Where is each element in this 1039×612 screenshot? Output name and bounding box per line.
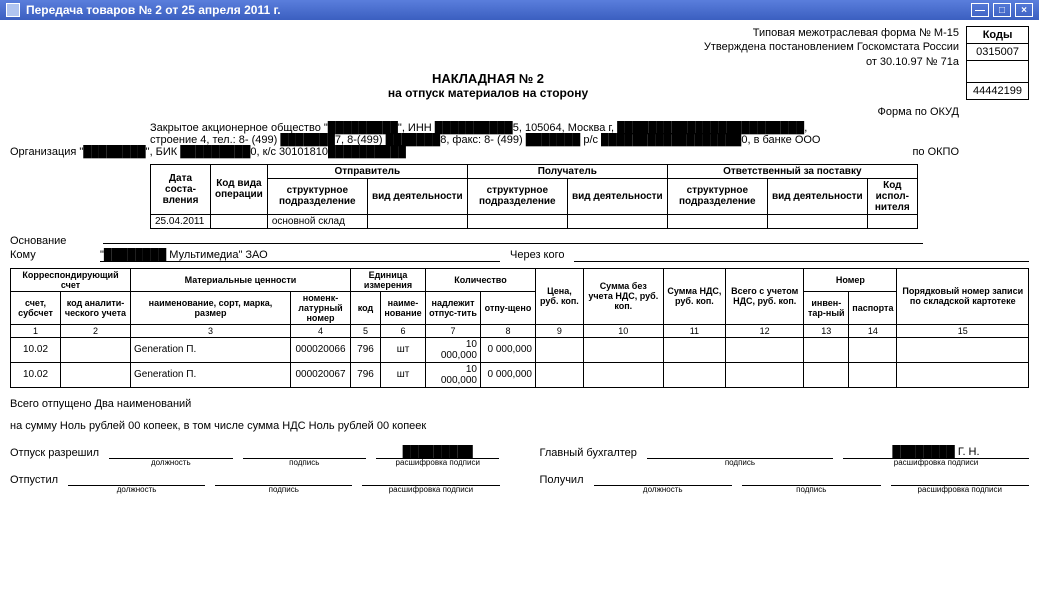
ih-corr: Корреспондирующий счет bbox=[11, 268, 131, 291]
allowed-label: Отпуск разрешил bbox=[10, 447, 99, 459]
whom-label: Кому bbox=[10, 249, 100, 262]
rel-pos: должность bbox=[68, 473, 205, 486]
v-a2 bbox=[567, 214, 667, 228]
table-row: 10.02Generation П.000020066796шт10 000,0… bbox=[11, 337, 1029, 362]
summary-released: Всего отпущено Два наименований bbox=[10, 398, 1029, 410]
allowed-pos: должность bbox=[109, 446, 232, 459]
received-label: Получил bbox=[540, 474, 584, 486]
allowed-dec: █████████расшифровка подписи bbox=[376, 446, 499, 459]
doc-subtitle: на отпуск материалов на сторону bbox=[10, 86, 1029, 100]
ih-unit: Единица измерения bbox=[351, 268, 426, 291]
ih-inv: инвен-тар-ный bbox=[804, 291, 849, 324]
form-line1: Типовая межотраслевая форма № М-15 bbox=[10, 26, 959, 40]
via-value bbox=[574, 249, 1029, 262]
meta-table: Дата соста-вления Код вида операции Отпр… bbox=[150, 164, 918, 229]
h-exec: Код испол-нителя bbox=[867, 178, 917, 214]
v-exec bbox=[867, 214, 917, 228]
codes-table: Коды 0315007 44442199 bbox=[966, 26, 1029, 100]
table-row: 10.02Generation П.000020067796шт10 000,0… bbox=[11, 362, 1029, 387]
okpo-label: по ОКПО bbox=[912, 146, 959, 158]
form-header: Типовая межотраслевая форма № М-15 Утвер… bbox=[10, 26, 959, 69]
ih-acct: счет, субсчет bbox=[11, 291, 61, 324]
v-date: 25.04.2011 bbox=[151, 214, 211, 228]
ih-vat: Сумма НДС, руб. коп. bbox=[663, 268, 725, 324]
ih-anal: код аналити-ческого учета bbox=[61, 291, 131, 324]
h-s2: структурное подразделение bbox=[467, 178, 567, 214]
chief-sig: подпись bbox=[647, 446, 833, 459]
whom-value: "████████ Мультимедиа" ЗАО bbox=[100, 249, 500, 262]
v-s2 bbox=[467, 214, 567, 228]
allowed-sig: подпись bbox=[243, 446, 366, 459]
h-sender: Отправитель bbox=[267, 164, 467, 178]
released-label: Отпустил bbox=[10, 474, 58, 486]
ih-pass: паспорта bbox=[849, 291, 897, 324]
v-s3 bbox=[667, 214, 767, 228]
h-opcode: Код вида операции bbox=[211, 164, 268, 214]
h-s3: структурное подразделение bbox=[667, 178, 767, 214]
ih-mat: Материальные ценности bbox=[131, 268, 351, 291]
v-a1 bbox=[367, 214, 467, 228]
okud-value: 0315007 bbox=[967, 44, 1029, 61]
app-icon bbox=[6, 3, 20, 17]
h-receiver: Получатель bbox=[467, 164, 667, 178]
maximize-button[interactable]: □ bbox=[993, 3, 1011, 17]
ih-sum: Сумма без учета НДС, руб. коп. bbox=[583, 268, 663, 324]
v-a3 bbox=[767, 214, 867, 228]
close-button[interactable]: × bbox=[1015, 3, 1033, 17]
rel-sig: подпись bbox=[215, 473, 352, 486]
org-label: Организация bbox=[10, 146, 76, 158]
ih-nomen: номенк-латурный номер bbox=[291, 291, 351, 324]
ih-seq: Порядковый номер записи по складской кар… bbox=[897, 268, 1029, 324]
org-line1: Закрытое акционерное общество "█████████… bbox=[150, 122, 1029, 134]
title-bar: Передача товаров № 2 от 25 апреля 2011 г… bbox=[0, 0, 1039, 20]
okpo-value: 44442199 bbox=[967, 83, 1029, 100]
ih-qty: Количество bbox=[426, 268, 536, 291]
v-opcode bbox=[211, 214, 268, 228]
recv-pos: должность bbox=[594, 473, 733, 486]
reason-value bbox=[103, 243, 923, 244]
recv-sig: подпись bbox=[742, 473, 881, 486]
ih-qrel: отпу-щено bbox=[481, 291, 536, 324]
org-line2: строение 4, тел.: 8- (499) ███████7, 8-(… bbox=[150, 134, 1029, 146]
ih-price: Цена, руб. коп. bbox=[536, 268, 584, 324]
h-a1: вид деятельности bbox=[367, 178, 467, 214]
rel-dec: расшифровка подписи bbox=[362, 473, 499, 486]
h-a3: вид деятельности bbox=[767, 178, 867, 214]
codes-empty bbox=[967, 61, 1029, 83]
recv-dec: расшифровка подписи bbox=[891, 473, 1030, 486]
ih-total: Всего с учетом НДС, руб. коп. bbox=[726, 268, 804, 324]
form-line3: от 30.10.97 № 71а bbox=[10, 55, 959, 69]
ih-qneed: надлежит отпус-тить bbox=[426, 291, 481, 324]
h-resp: Ответственный за поставку bbox=[667, 164, 917, 178]
chief-dec: ████████ Г. Н.расшифровка подписи bbox=[843, 446, 1029, 459]
okud-label: Форма по ОКУД bbox=[10, 106, 959, 118]
doc-title: НАКЛАДНАЯ № 2 bbox=[10, 71, 1029, 86]
codes-header: Коды bbox=[967, 27, 1029, 44]
h-s1: структурное подразделение bbox=[267, 178, 367, 214]
col-numbers-row: 1 2 3 4 5 6 7 8 9 10 11 12 13 14 15 bbox=[11, 324, 1029, 337]
ih-ucode: код bbox=[351, 291, 381, 324]
org-line3: "████████", БИК █████████0, к/с 30101810… bbox=[79, 146, 406, 158]
ih-uname: наиме-нование bbox=[381, 291, 426, 324]
via-label: Через кого bbox=[510, 249, 564, 262]
items-table: Корреспондирующий счет Материальные ценн… bbox=[10, 268, 1029, 388]
reason-label: Основание bbox=[10, 235, 100, 247]
form-line2: Утверждена постановлением Госкомстата Ро… bbox=[10, 40, 959, 54]
chief-label: Главный бухгалтер bbox=[540, 447, 637, 459]
minimize-button[interactable]: — bbox=[971, 3, 989, 17]
h-date: Дата соста-вления bbox=[151, 164, 211, 214]
h-a2: вид деятельности bbox=[567, 178, 667, 214]
ih-num: Номер bbox=[804, 268, 897, 291]
ih-matname: наименование, сорт, марка, размер bbox=[131, 291, 291, 324]
v-s1: основной склад bbox=[267, 214, 367, 228]
window-title: Передача товаров № 2 от 25 апреля 2011 г… bbox=[26, 3, 281, 17]
summary-amount: на сумму Ноль рублей 00 копеек, в том чи… bbox=[10, 420, 1029, 432]
